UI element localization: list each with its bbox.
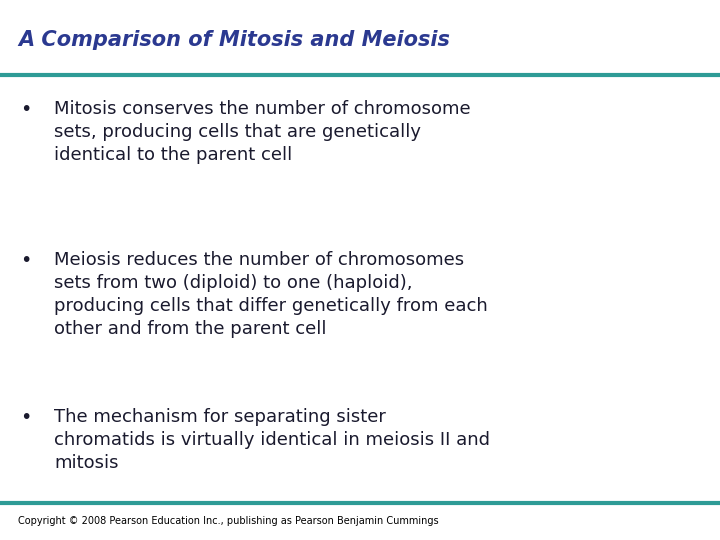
Text: •: • — [20, 251, 32, 270]
Text: Mitosis conserves the number of chromosome
sets, producing cells that are geneti: Mitosis conserves the number of chromoso… — [54, 100, 471, 164]
Text: •: • — [20, 408, 32, 427]
Text: •: • — [20, 100, 32, 119]
Text: Copyright © 2008 Pearson Education Inc., publishing as Pearson Benjamin Cummings: Copyright © 2008 Pearson Education Inc.,… — [18, 516, 438, 526]
Text: A Comparison of Mitosis and Meiosis: A Comparison of Mitosis and Meiosis — [18, 30, 450, 50]
Text: The mechanism for separating sister
chromatids is virtually identical in meiosis: The mechanism for separating sister chro… — [54, 408, 490, 471]
Text: Meiosis reduces the number of chromosomes
sets from two (diploid) to one (haploi: Meiosis reduces the number of chromosome… — [54, 251, 487, 338]
